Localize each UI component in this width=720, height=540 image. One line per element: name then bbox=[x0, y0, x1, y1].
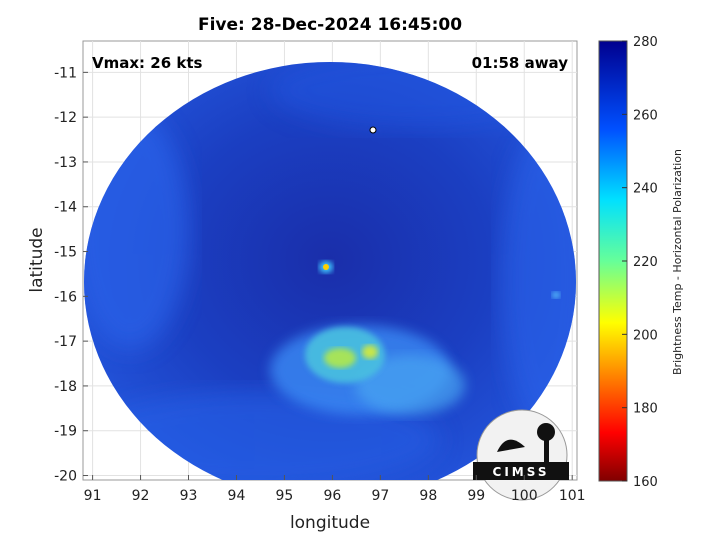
x-tick-label: 97 bbox=[371, 488, 389, 504]
x-tick-label: 91 bbox=[84, 488, 102, 504]
colorbar-tick-label: 180 bbox=[633, 402, 658, 417]
y-tick-label: -15 bbox=[54, 245, 77, 261]
colorbar-ticks: 280 260 240 220 200 180 160 bbox=[622, 35, 658, 490]
cimss-logo: CIMSS bbox=[473, 409, 569, 501]
y-tick-label: -20 bbox=[54, 469, 77, 485]
logo-dish-icon bbox=[497, 439, 525, 452]
y-axis-label: latitude bbox=[27, 227, 47, 292]
hot-spot-north-core bbox=[323, 264, 329, 270]
convection-east bbox=[362, 345, 378, 359]
colorbar-label: Brightness Temp - Horizontal Polarizatio… bbox=[671, 149, 684, 375]
plot-area: CIMSS Vmax: 26 kts 01:58 away bbox=[82, 40, 578, 501]
y-tick-label: -17 bbox=[54, 334, 77, 350]
x-axis-label: longitude bbox=[290, 513, 370, 533]
y-tick-label: -13 bbox=[54, 155, 77, 171]
logo-tank-icon bbox=[537, 423, 555, 441]
x-tick-label: 92 bbox=[132, 488, 150, 504]
x-tick-label: 98 bbox=[419, 488, 437, 504]
colorbar-tick-label: 240 bbox=[633, 182, 658, 197]
convection-main bbox=[324, 348, 356, 368]
y-tick-label: -12 bbox=[54, 110, 77, 126]
colorbar-tick-label: 260 bbox=[633, 108, 658, 123]
y-tick-label: -18 bbox=[54, 379, 77, 395]
logo-banner bbox=[473, 462, 569, 480]
y-tick-label: -14 bbox=[54, 200, 77, 216]
logo-circle bbox=[476, 409, 568, 501]
colorbar-tick-label: 160 bbox=[633, 475, 658, 490]
x-axis-ticks: 91 92 93 94 95 96 97 98 99 100 101 bbox=[84, 475, 586, 504]
colorbar: 280 260 240 220 200 180 160 Brightness Temp - … bbox=[598, 35, 684, 490]
y-tick-label: -16 bbox=[54, 289, 77, 305]
x-tick-label: 100 bbox=[511, 488, 538, 504]
x-tick-label: 94 bbox=[228, 488, 246, 504]
cloud-band-south-2 bbox=[355, 355, 465, 415]
hot-spot-east bbox=[552, 292, 560, 298]
logo-tower-icon bbox=[544, 438, 549, 463]
vmax-label: Vmax: 26 kts bbox=[92, 54, 202, 72]
logo-text: CIMSS bbox=[493, 465, 550, 479]
colorbar-tick-label: 280 bbox=[633, 35, 658, 50]
x-tick-label: 101 bbox=[559, 488, 586, 504]
x-tick-label: 96 bbox=[323, 488, 341, 504]
y-tick-label: -19 bbox=[54, 424, 77, 440]
y-axis-ticks: -11 -12 -13 -14 -15 -16 -17 -18 -19 -20 bbox=[54, 65, 88, 485]
chart-title: Five: 28-Dec-2024 16:45:00 bbox=[198, 15, 462, 35]
x-tick-label: 99 bbox=[467, 488, 485, 504]
x-tick-label: 93 bbox=[180, 488, 198, 504]
colorbar-tick-label: 200 bbox=[633, 328, 658, 343]
y-tick-label: -11 bbox=[54, 65, 77, 81]
time-away-label: 01:58 away bbox=[472, 54, 569, 72]
x-tick-label: 95 bbox=[276, 488, 294, 504]
colorbar-tick-label: 220 bbox=[633, 255, 658, 270]
small-cell-north bbox=[369, 126, 377, 134]
